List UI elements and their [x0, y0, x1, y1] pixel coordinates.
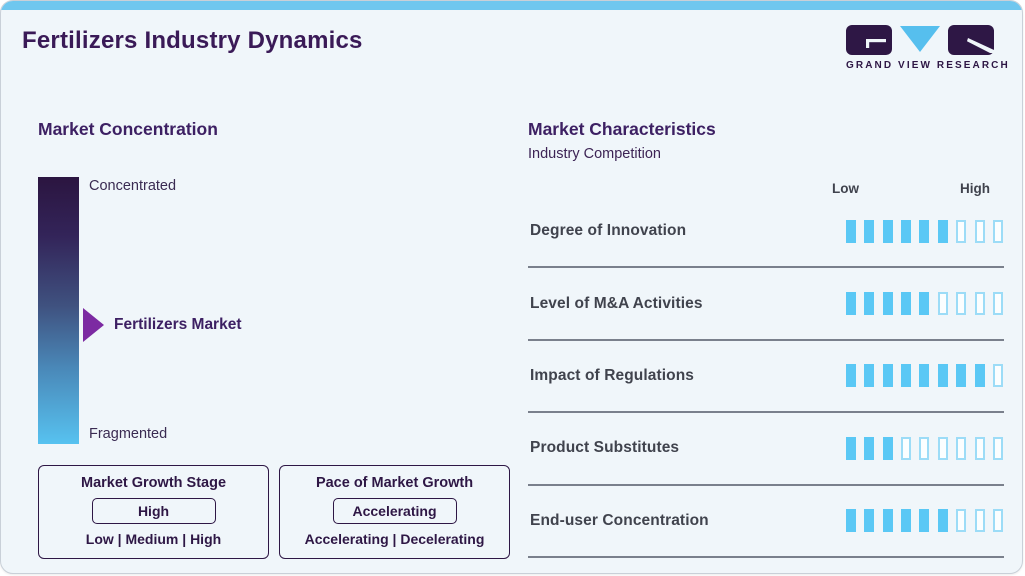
rating-bars: [845, 364, 1004, 388]
concentration-gradient-bar: [38, 177, 79, 444]
rating-bar-filled: [937, 364, 948, 388]
rating-bar-filled: [901, 219, 912, 243]
rating-bar-empty: [993, 219, 1003, 243]
growth-stage-title: Market Growth Stage: [80, 475, 227, 491]
page-title: Fertilizers Industry Dynamics: [22, 27, 363, 54]
rating-bar-empty: [919, 436, 930, 460]
logo-wordmark: GRAND VIEW RESEARCH: [846, 60, 1010, 71]
characteristic-row: Level of M&A Activities: [528, 268, 1004, 341]
rating-bar-filled: [901, 364, 912, 388]
rating-bar-empty: [993, 364, 1003, 388]
rating-bar-filled: [974, 364, 985, 388]
rating-bar-empty: [993, 292, 1003, 316]
scale-low-label: Low: [832, 181, 859, 196]
characteristics-list: Degree of Innovation Level of M&A Activit…: [528, 196, 1004, 558]
characteristic-row: End-user Concentration: [528, 486, 1004, 558]
market-characteristics-section: Market Characteristics Industry Competit…: [528, 119, 1004, 558]
rating-bar-filled: [864, 364, 875, 388]
rating-bar-filled: [919, 364, 930, 388]
rating-bar-empty: [956, 219, 967, 243]
fragmented-label: Fragmented: [89, 426, 168, 442]
gvr-logo-marks: [846, 25, 994, 55]
rating-bar-empty: [956, 509, 967, 533]
growth-stage-value: High: [91, 498, 216, 524]
market-concentration-section: Market Concentration Concentrated Fragme…: [38, 119, 510, 559]
characteristic-row: Product Substitutes: [528, 413, 1004, 486]
concentrated-label: Concentrated: [89, 178, 177, 194]
scale-high-label: High: [960, 181, 990, 196]
growth-boxes: Market Growth Stage High Low | Medium | …: [38, 465, 510, 559]
characteristic-label: Product Substitutes: [530, 439, 680, 457]
rating-bar-filled: [882, 292, 893, 316]
top-accent-bar: [1, 1, 1022, 10]
gvr-logo-icon: [846, 25, 994, 55]
growth-pace-options: Accelerating | Decelerating: [304, 531, 485, 547]
rating-bar-filled: [882, 219, 893, 243]
rating-bar-empty: [901, 436, 912, 460]
rating-bar-filled: [937, 219, 948, 243]
characteristic-row: Impact of Regulations: [528, 341, 1004, 414]
rating-bar-filled: [901, 509, 912, 533]
rating-bar-filled: [919, 292, 930, 316]
rating-bar-filled: [845, 219, 856, 243]
rating-bar-filled: [864, 292, 875, 316]
rating-bars: [845, 436, 1004, 460]
rating-bar-empty: [937, 436, 948, 460]
industry-competition-subheading: Industry Competition: [528, 146, 661, 162]
right-arrow-icon: [83, 308, 104, 342]
rating-bar-filled: [864, 509, 875, 533]
characteristic-label: Degree of Innovation: [530, 222, 687, 240]
rating-bars: [845, 292, 1004, 316]
market-position-marker: Fertilizers Market: [83, 308, 242, 342]
characteristic-label: Level of M&A Activities: [530, 294, 703, 312]
concentration-scale: Concentrated Fragmented Fertilizers Mark…: [38, 177, 510, 444]
rating-bar-empty: [937, 292, 948, 316]
rating-bars: [845, 509, 1004, 533]
rating-bar-filled: [882, 509, 893, 533]
rating-bar-empty: [974, 219, 985, 243]
rating-scale-labels: Low High: [528, 181, 1004, 196]
rating-bar-empty: [956, 436, 967, 460]
characteristic-label: Impact of Regulations: [530, 366, 695, 384]
rating-bar-filled: [845, 509, 856, 533]
rating-bar-filled: [845, 292, 856, 316]
market-characteristics-heading: Market Characteristics: [528, 119, 716, 139]
pace-of-growth-box: Pace of Market Growth Accelerating Accel…: [279, 465, 510, 559]
rating-bar-filled: [919, 509, 930, 533]
market-growth-stage-box: Market Growth Stage High Low | Medium | …: [38, 465, 269, 559]
growth-stage-options: Low | Medium | High: [85, 531, 222, 547]
market-position-label: Fertilizers Market: [114, 316, 242, 333]
rating-bar-empty: [974, 509, 985, 533]
rating-bar-empty: [993, 509, 1003, 533]
rating-bar-filled: [901, 292, 912, 316]
rating-bars: [845, 219, 1004, 243]
rating-bar-filled: [919, 219, 930, 243]
rating-bar-empty: [956, 292, 967, 316]
characteristic-row: Degree of Innovation: [528, 196, 1004, 269]
rating-bar-filled: [882, 364, 893, 388]
rating-bar-filled: [864, 436, 875, 460]
gvr-logo: GRAND VIEW RESEARCH: [846, 25, 1010, 71]
characteristic-label: End-user Concentration: [530, 511, 709, 529]
rating-bar-filled: [845, 364, 856, 388]
rating-bar-filled: [956, 364, 967, 388]
rating-bar-empty: [974, 436, 985, 460]
rating-bar-filled: [845, 436, 856, 460]
growth-pace-title: Pace of Market Growth: [315, 475, 474, 491]
rating-bar-filled: [882, 436, 893, 460]
rating-bar-empty: [993, 436, 1003, 460]
growth-pace-value: Accelerating: [332, 498, 457, 524]
rating-bar-filled: [864, 219, 875, 243]
rating-bar-empty: [974, 292, 985, 316]
market-concentration-heading: Market Concentration: [38, 119, 218, 139]
rating-bar-filled: [937, 509, 948, 533]
